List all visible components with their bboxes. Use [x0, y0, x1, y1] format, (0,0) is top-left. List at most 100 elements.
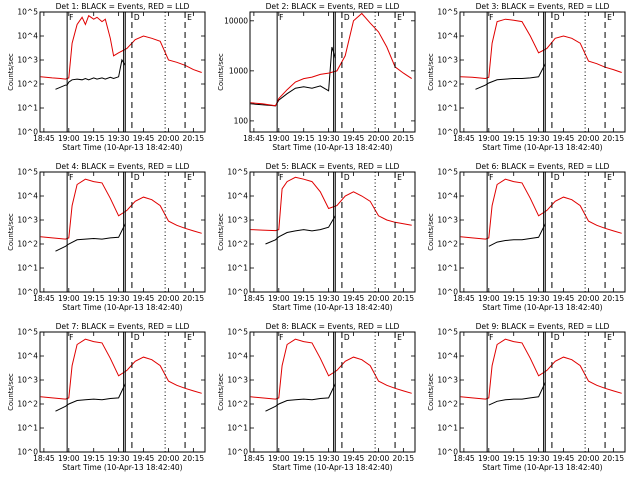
lld-series-line	[460, 18, 622, 80]
marker-annotation: F	[69, 173, 73, 182]
marker-annotation: F	[489, 173, 493, 182]
x-axis-label: Start Time (10-Apr-13 18:42:40)	[62, 463, 182, 472]
x-tick-label: 18:45	[33, 134, 55, 143]
x-tick-label: 19:00	[268, 294, 290, 303]
y-tick-label: 10^5	[227, 328, 248, 337]
x-tick-label: 20:15	[183, 294, 205, 303]
y-tick-label: 10^0	[227, 448, 248, 457]
y-tick-label: 10^0	[17, 128, 38, 137]
lld-series-line	[40, 14, 202, 80]
events-series-line	[55, 223, 126, 252]
lld-series-line	[250, 338, 412, 400]
y-tick-label: 100	[234, 116, 249, 125]
x-tick-label: 19:15	[503, 134, 525, 143]
y-tick-label: 10^1	[437, 424, 458, 433]
y-tick-label: 10^5	[17, 8, 38, 17]
x-tick-label: 20:15	[603, 454, 625, 463]
y-tick-label: 10^5	[437, 168, 458, 177]
y-tick-label: 10^0	[17, 288, 38, 297]
x-tick-label: 19:00	[58, 134, 80, 143]
panel-title: Det 8: BLACK = Events, RED = LLD	[266, 322, 400, 331]
plot-frame	[39, 171, 206, 293]
plot-frame	[249, 331, 416, 453]
marker-annotation: E	[187, 13, 192, 22]
x-tick-label: 19:45	[553, 294, 575, 303]
y-tick-label: 10^1	[17, 104, 38, 113]
x-tick-label: 19:30	[528, 134, 550, 143]
x-tick-label: 20:00	[578, 134, 600, 143]
x-tick-label: 20:00	[158, 454, 180, 463]
x-tick-label: 19:00	[478, 454, 500, 463]
y-tick-label: 10^5	[17, 328, 38, 337]
marker-annotation: F	[279, 333, 283, 342]
x-tick-label: 18:45	[33, 454, 55, 463]
marker-annotation: E	[607, 333, 612, 342]
marker-annotation: F	[489, 333, 493, 342]
y-tick-label: 10^5	[437, 8, 458, 17]
y-tick-label: 10^5	[437, 328, 458, 337]
x-tick-label: 18:45	[243, 294, 265, 303]
y-tick-label: 10^4	[227, 352, 248, 361]
x-tick-label: 19:15	[293, 134, 315, 143]
y-tick-label: 10^0	[437, 448, 458, 457]
marker-annotation: E	[397, 173, 402, 182]
x-tick-label: 19:15	[83, 454, 105, 463]
marker-annotation: E	[187, 333, 192, 342]
y-tick-label: 10^5	[227, 168, 248, 177]
x-tick-label: 20:00	[578, 294, 600, 303]
events-series-line	[265, 215, 336, 245]
y-tick-label: 10000	[224, 16, 248, 25]
x-tick-label: 19:30	[318, 134, 340, 143]
x-tick-label: 20:15	[183, 454, 205, 463]
events-series-line	[55, 58, 126, 90]
x-tick-label: 19:15	[293, 294, 315, 303]
marker-annotation: F	[489, 13, 493, 22]
marker-annotation: D	[344, 13, 350, 22]
x-tick-label: 19:45	[343, 294, 365, 303]
data-area	[460, 338, 622, 406]
events-series-line	[55, 383, 126, 412]
marker-annotation: D	[344, 333, 350, 342]
x-axis-label: Start Time (10-Apr-13 18:42:40)	[272, 303, 392, 312]
data-area	[250, 338, 412, 412]
plot-frame	[459, 331, 626, 453]
x-tick-label: 19:45	[343, 134, 365, 143]
y-tick-label: 10^3	[17, 216, 38, 225]
lld-series-line	[40, 338, 202, 400]
x-tick-label: 18:45	[243, 454, 265, 463]
y-tick-label: 10^2	[227, 240, 248, 249]
y-tick-label: 10^0	[437, 288, 458, 297]
x-tick-label: 20:00	[368, 294, 390, 303]
marker-annotation: F	[69, 13, 73, 22]
y-axis-label: Counts/sec	[7, 213, 15, 251]
y-tick-label: 10^4	[437, 352, 458, 361]
marker-annotation: E	[607, 13, 612, 22]
panel-title: Det 7: BLACK = Events, RED = LLD	[56, 322, 190, 331]
marker-annotation: F	[279, 173, 283, 182]
x-tick-label: 19:00	[478, 294, 500, 303]
y-tick-label: 10^1	[227, 264, 248, 273]
x-axis-label: Start Time (10-Apr-13 18:42:40)	[62, 143, 182, 152]
x-tick-label: 19:45	[133, 294, 155, 303]
y-axis-label: Counts/sec	[7, 53, 15, 91]
y-axis-label: Counts/sec	[427, 213, 435, 251]
panel-title: Det 9: BLACK = Events, RED = LLD	[476, 322, 610, 331]
x-tick-label: 19:30	[528, 294, 550, 303]
events-series-line	[488, 223, 546, 247]
y-axis-label: Counts/sec	[7, 373, 15, 411]
y-tick-label: 10^2	[437, 400, 458, 409]
x-tick-label: 20:00	[578, 454, 600, 463]
lld-series-line	[460, 338, 622, 400]
events-series-line	[265, 383, 336, 412]
marker-annotation: D	[554, 13, 560, 22]
lld-series-line	[40, 178, 202, 240]
y-axis-label: Counts/sec	[217, 213, 225, 251]
x-tick-label: 19:45	[133, 454, 155, 463]
y-tick-label: 10^2	[17, 240, 38, 249]
y-tick-label: 10^3	[227, 376, 248, 385]
x-tick-label: 18:45	[243, 134, 265, 143]
